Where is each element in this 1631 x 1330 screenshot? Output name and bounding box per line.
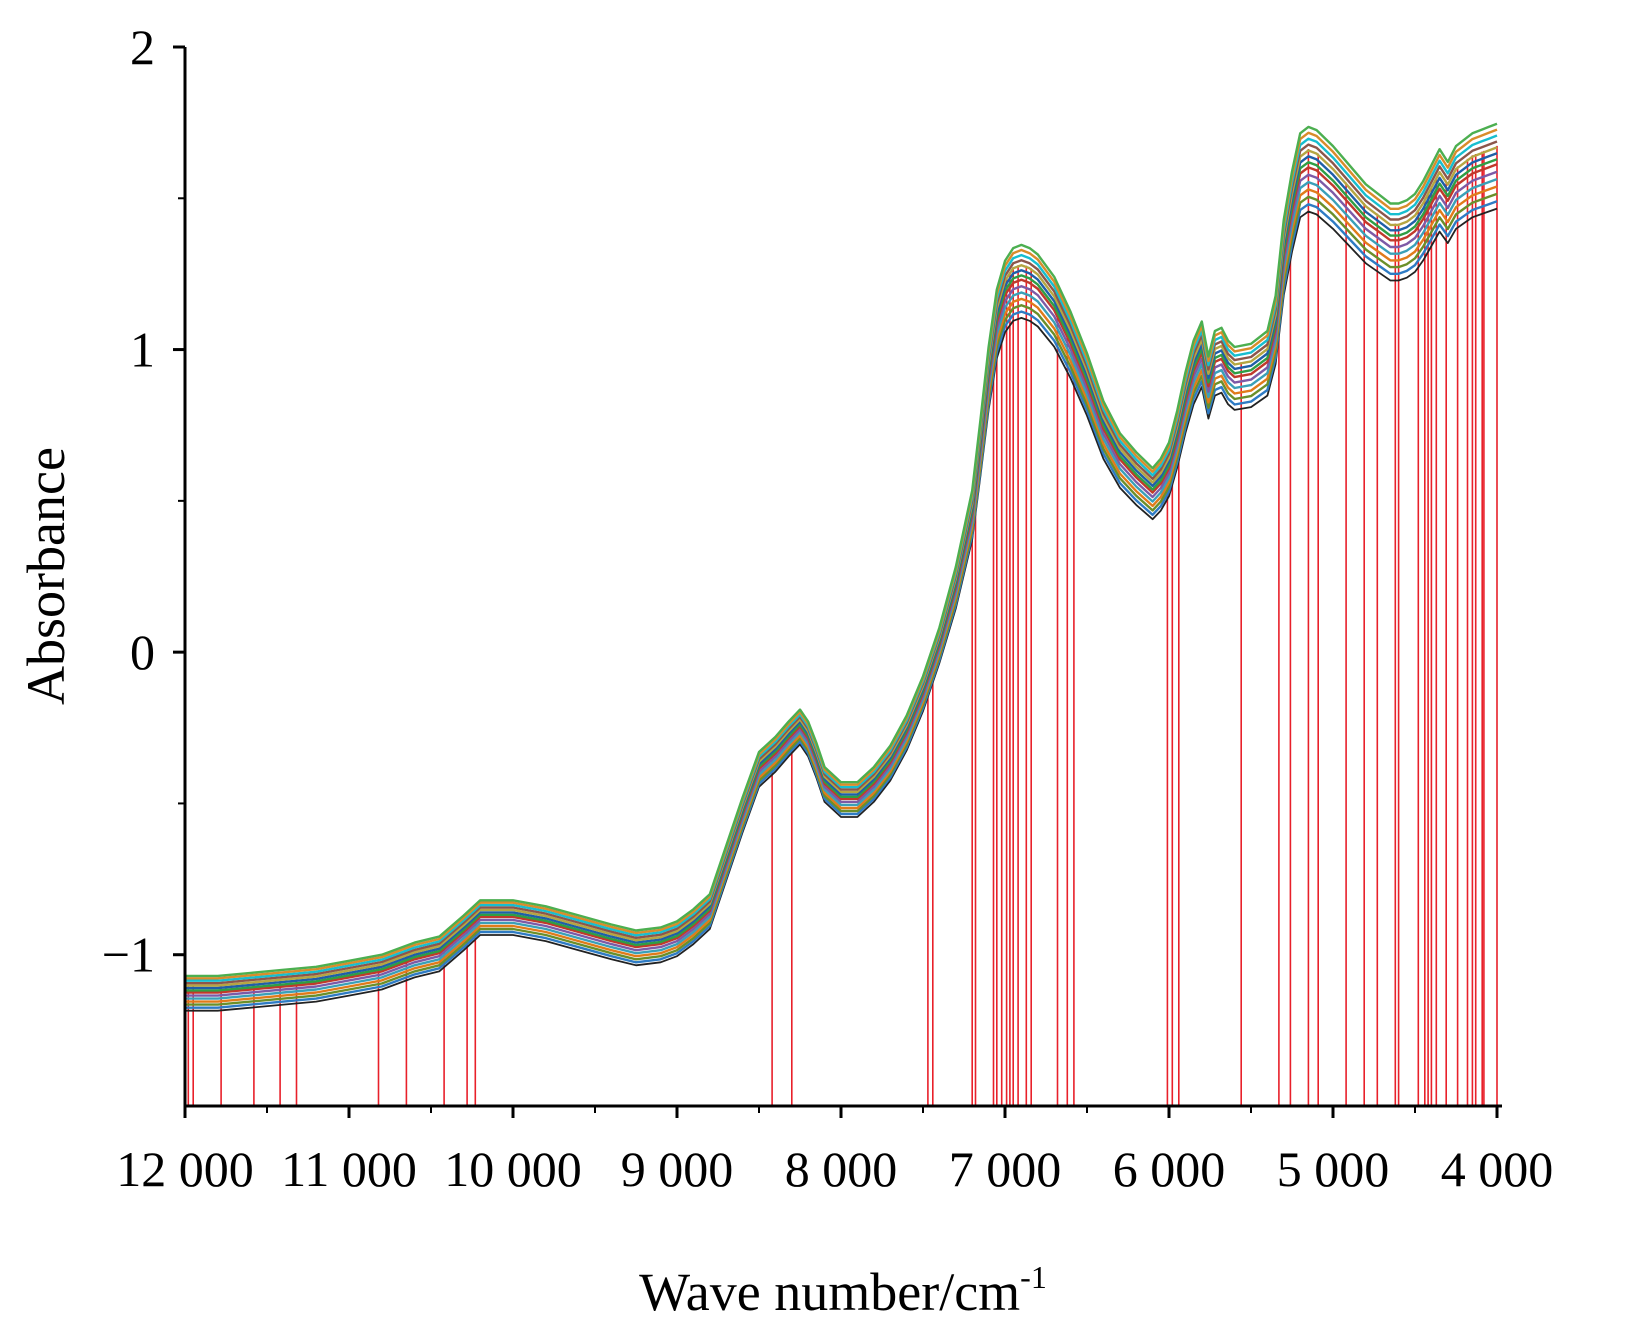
y-tick-label: −1 (102, 927, 155, 983)
spectrum-series-line (185, 163, 1498, 994)
x-tick-label: 11 000 (281, 1141, 417, 1197)
axes (183, 47, 1502, 1108)
y-tick-label: 1 (130, 322, 155, 378)
x-tick-label: 5 000 (1277, 1141, 1390, 1197)
y-axis-title: Absorbance (16, 447, 76, 705)
spectrum-series-line (185, 158, 1498, 992)
spectrum-series-line (185, 146, 1498, 987)
x-tick-label: 7 000 (949, 1141, 1062, 1197)
spectrum-series-line (185, 152, 1498, 990)
spectrum-series-line (185, 170, 1498, 997)
spectrum-series-line (185, 134, 1498, 982)
y-ticks: −1 0 1 2 (102, 19, 185, 983)
x-tick-label: 8 000 (785, 1141, 898, 1197)
spectrum-series-line (185, 185, 1498, 1003)
y-tick-label: 2 (130, 19, 155, 75)
x-tick-label: 10 000 (444, 1141, 582, 1197)
x-tick-label: 9 000 (621, 1141, 734, 1197)
selected-wavelength-lines (187, 145, 1498, 1106)
x-tick-label: 12 000 (116, 1141, 254, 1197)
spectra-series (185, 122, 1498, 1012)
x-tick-label: 6 000 (1113, 1141, 1226, 1197)
spectrum-series-line (185, 200, 1498, 1009)
spectrum-series-line (185, 192, 1498, 1006)
spectrum-series-line (185, 140, 1498, 985)
x-tick-label: 4 000 (1441, 1141, 1554, 1197)
spectrum-series-line (185, 207, 1498, 1012)
x-axis-title-superscript: -1 (1020, 1259, 1047, 1295)
x-axis-title: Wave number/cm-1 (639, 1259, 1047, 1322)
y-tick-label: 0 (130, 624, 155, 680)
spectrum-series-line (185, 177, 1498, 1000)
spectrum-series-line (185, 128, 1498, 980)
x-ticks: 12 000 11 000 10 000 9 000 8 000 7 000 6 000 5 … (116, 1106, 1553, 1197)
spectrum-series-line (185, 122, 1498, 978)
